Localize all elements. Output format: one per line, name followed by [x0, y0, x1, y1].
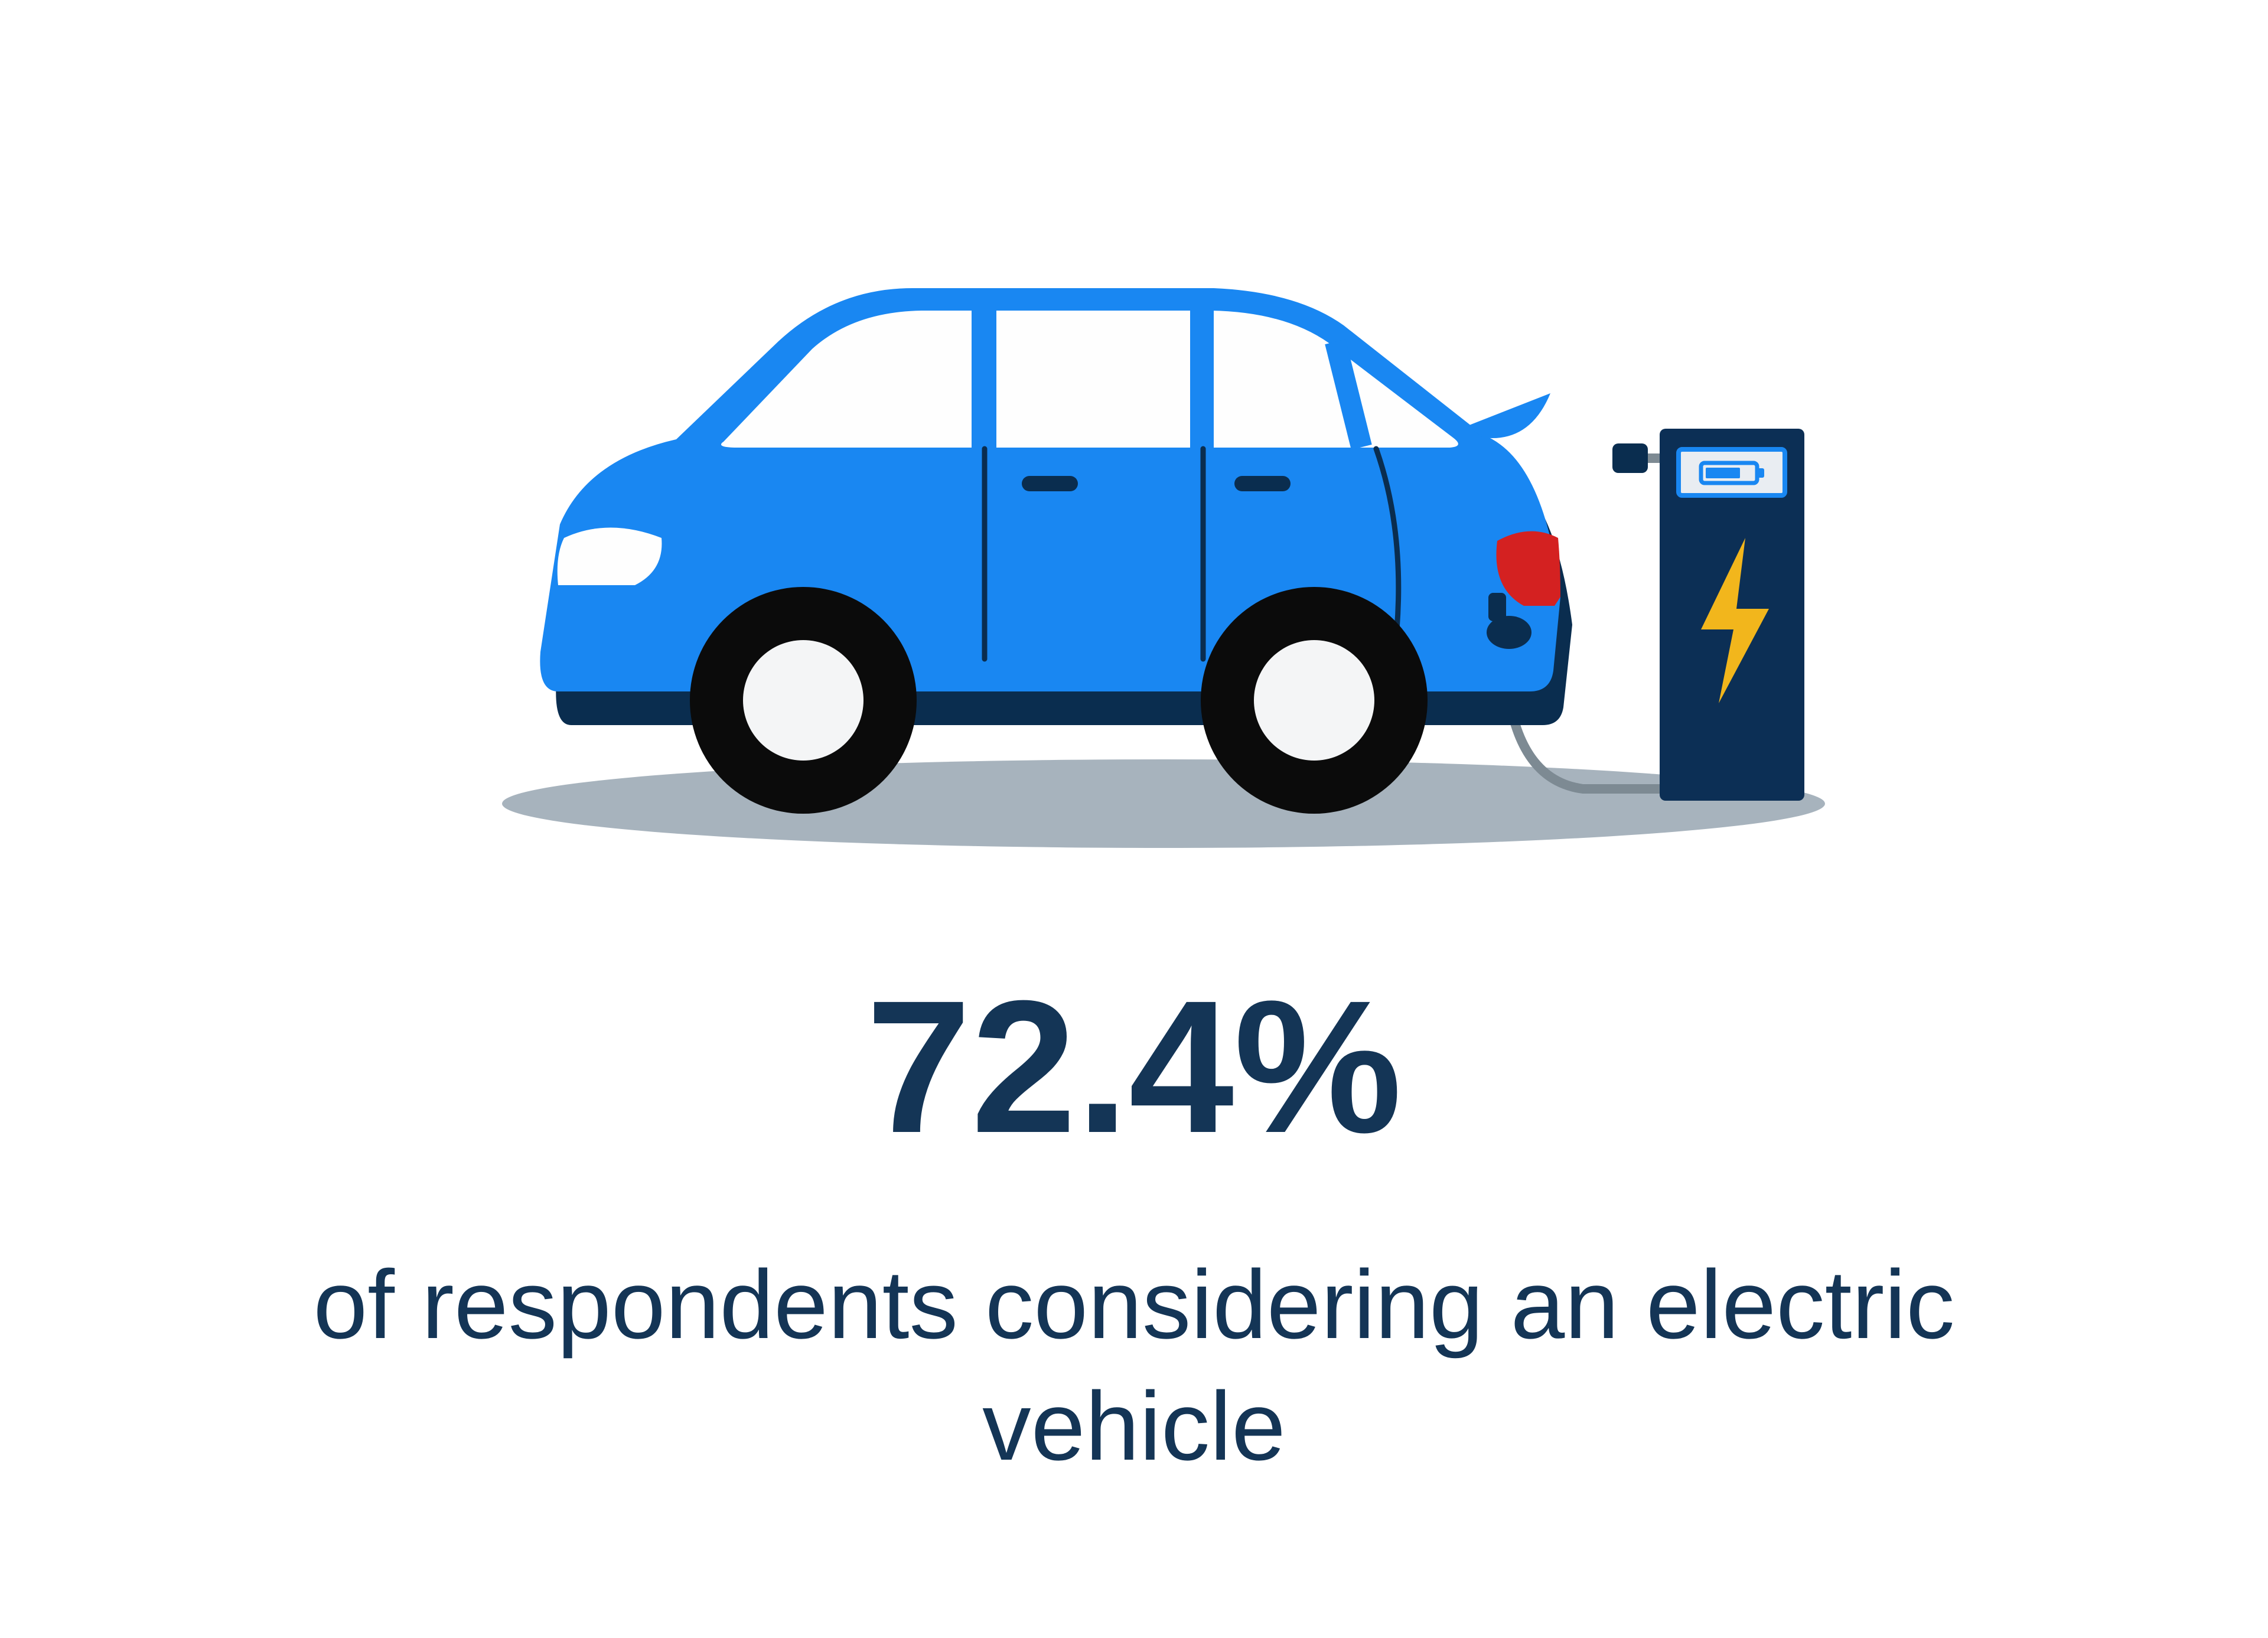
car-wheel-rear: [1201, 587, 1428, 814]
car: [540, 288, 1572, 814]
car-spoiler: [1468, 393, 1550, 438]
cable-plug: [1612, 443, 1648, 473]
stat-value: 72.4%: [866, 972, 1402, 1161]
ev-illustration: [425, 210, 1843, 889]
car-headlight: [558, 527, 662, 585]
ev-svg: [425, 210, 1843, 889]
ground-shadow: [502, 759, 1825, 848]
charger-station: [1660, 429, 1804, 801]
infographic-container: 72.4% of respondents considering an elec…: [0, 0, 2268, 1638]
stat-caption: of respondents considering an electric v…: [248, 1244, 2020, 1487]
car-wheel-front: [690, 587, 917, 814]
